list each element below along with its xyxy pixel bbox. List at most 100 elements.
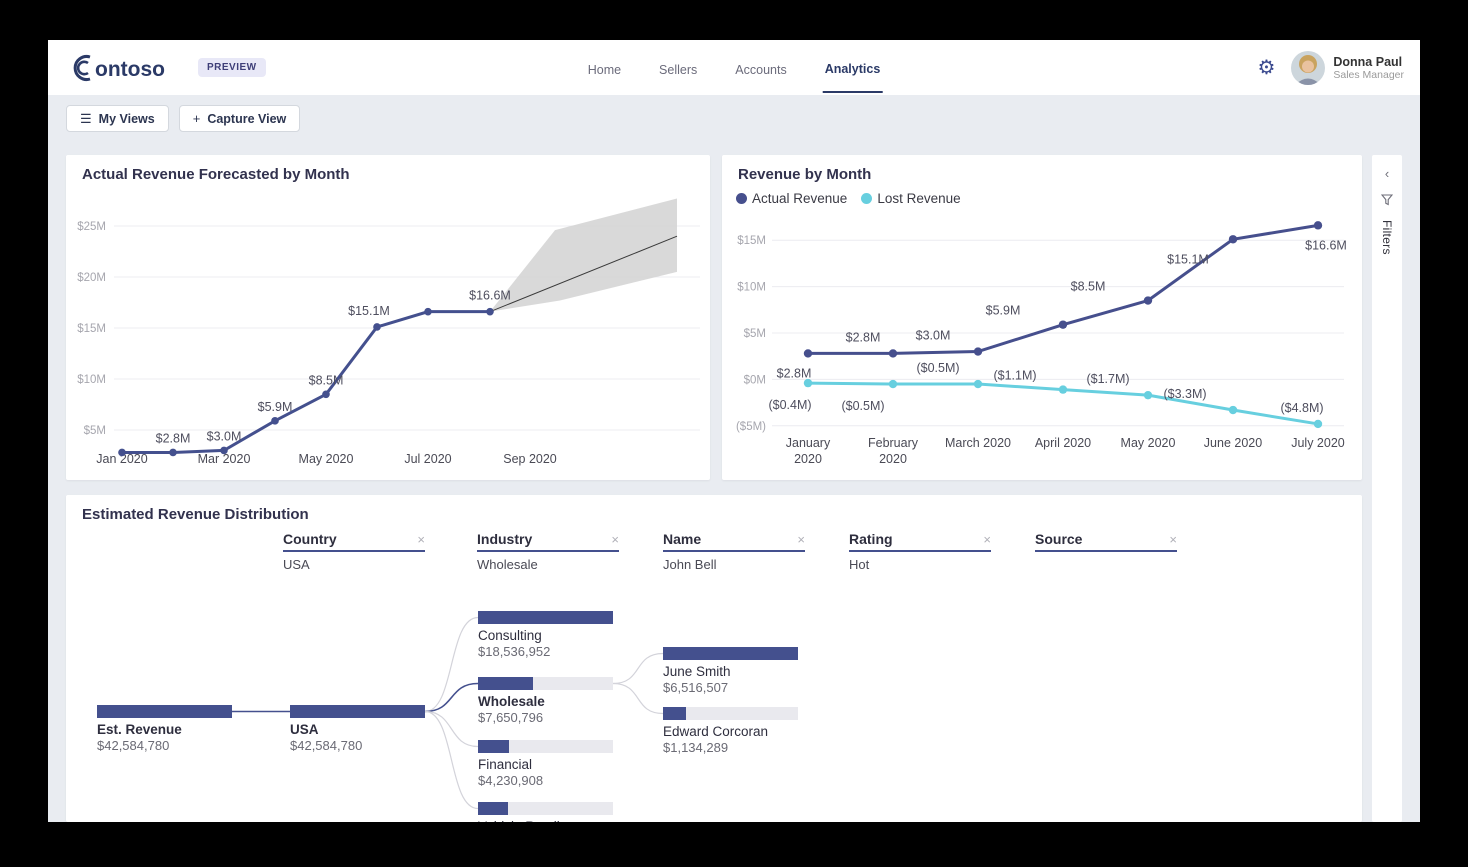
x-axis-tick: Mar 2020 [198, 452, 251, 466]
my-views-label: My Views [98, 111, 155, 126]
node-value: $18,536,952 [478, 644, 551, 659]
view-toolbar: ☰ My Views + Capture View [66, 105, 301, 132]
node-bar [478, 611, 613, 624]
revenue-line-chart[interactable]: ($5M) $0M $5M $10M $15M January 2020 February 20… [722, 215, 1362, 480]
user-role: Sales Manager [1333, 68, 1404, 81]
data-point [424, 307, 432, 316]
breadcrumb-value: John Bell [663, 557, 717, 572]
capture-view-button[interactable]: + Capture View [178, 105, 301, 132]
data-point [1313, 221, 1323, 230]
remove-level-icon[interactable]: × [1169, 531, 1177, 547]
y-axis-tick: $15M [77, 323, 106, 335]
y-axis-tick: $0M [744, 374, 766, 386]
tree-node-vehicle[interactable]: Vehicle Retail [478, 802, 614, 822]
tree-node-edward[interactable]: Edward Corcoran $1,134,289 [663, 707, 799, 755]
remove-level-icon[interactable]: × [611, 531, 619, 547]
node-label: Financial [478, 757, 533, 772]
nav-item-home[interactable]: Home [587, 62, 622, 77]
app-window: ontoso PREVIEW Home Sellers Accounts Analyt… [48, 40, 1420, 822]
data-label: $16.6M [1305, 238, 1347, 252]
data-point [1228, 235, 1238, 244]
revenue-by-month-card: Revenue by Month Actual Revenue Lost Reve… [722, 155, 1362, 480]
nav-item-accounts[interactable]: Accounts [735, 62, 787, 77]
node-label: June Smith [663, 664, 731, 679]
data-point [169, 448, 177, 457]
node-bar-fill [478, 740, 510, 753]
node-bar-fill [290, 705, 425, 718]
data-point [118, 448, 126, 457]
x-axis-tick: January 2020 [786, 436, 831, 466]
data-point [973, 379, 983, 389]
data-point [373, 323, 381, 331]
remove-level-icon[interactable]: × [417, 531, 425, 547]
tree-link-wholesale-june [612, 652, 664, 685]
data-point [1143, 296, 1153, 305]
tree-node-financial[interactable]: Financial $4,230,908 [478, 740, 614, 788]
tree-node-june[interactable]: June Smith $6,516,507 [663, 647, 799, 695]
nav-item-sellers[interactable]: Sellers [659, 62, 698, 77]
remove-level-icon[interactable]: × [983, 531, 991, 547]
y-axis-tick: $5M [744, 328, 766, 340]
tree-node-root[interactable]: Est. Revenue $42,584,780 [97, 705, 233, 753]
x-axis-tick: May 2020 [299, 452, 354, 466]
x-axis-tick-line: May 2020 [1121, 436, 1176, 450]
data-point [973, 347, 983, 356]
legend-item[interactable]: Lost Revenue [861, 191, 961, 206]
expand-filters-chevron-icon[interactable]: ‹ [1384, 166, 1390, 181]
tree-node-usa[interactable]: USA $42,584,780 [290, 705, 426, 753]
forecast-confidence-band [490, 198, 677, 312]
node-bar [663, 707, 798, 720]
x-axis-tick-line: June 2020 [1204, 436, 1262, 450]
data-label: ($3.3M) [1163, 387, 1206, 401]
tree-title: Estimated Revenue Distribution [82, 506, 309, 523]
x-axis-tick: Sep 2020 [503, 452, 557, 466]
data-point [803, 349, 813, 358]
my-views-button[interactable]: ☰ My Views [66, 105, 169, 132]
node-label: Consulting [478, 628, 542, 643]
node-value: $42,584,780 [290, 738, 363, 753]
x-axis-tick: June 2020 [1204, 436, 1262, 450]
legend-dot [736, 193, 747, 204]
remove-level-icon[interactable]: × [797, 531, 805, 547]
y-axis-tick: ($5M) [736, 421, 766, 433]
y-axis-tick: $20M [77, 272, 106, 284]
node-bar-fill [478, 611, 613, 624]
data-label: ($0.4M) [768, 398, 811, 412]
capture-view-label: Capture View [207, 111, 287, 126]
filters-panel-collapsed[interactable]: ‹ Filters [1372, 155, 1402, 822]
data-point [1143, 390, 1153, 400]
data-label: $8.5M [309, 373, 344, 387]
nav-item-analytics[interactable]: Analytics [822, 43, 883, 93]
forecast-chart-title: Actual Revenue Forecasted by Month [82, 166, 350, 183]
node-bar-fill [663, 707, 686, 720]
data-label: $15.1M [1167, 252, 1209, 266]
node-value: $7,650,796 [478, 710, 544, 725]
data-point [1058, 385, 1068, 394]
node-label: Vehicle Retail [478, 819, 614, 822]
node-bar-fill [478, 802, 508, 815]
actual-revenue-line [808, 223, 1319, 355]
legend-label: Actual Revenue [752, 191, 848, 206]
list-icon: ☰ [80, 110, 92, 126]
breadcrumb-field: Rating [849, 531, 893, 547]
avatar [1291, 50, 1326, 85]
data-point [1228, 405, 1238, 415]
tree-node-wholesale[interactable]: Wholesale $7,650,796 [478, 677, 614, 725]
x-axis-tick-line: April 2020 [1035, 436, 1091, 450]
node-label: Est. Revenue [97, 722, 182, 737]
x-axis-tick-line: July 2020 [1291, 436, 1345, 450]
user-menu[interactable]: Donna Paul Sales Manager [1291, 50, 1404, 85]
tree-node-consulting[interactable]: Consulting $18,536,952 [478, 611, 614, 659]
tree-link-usa-wholesale [424, 682, 479, 713]
forecast-line-chart[interactable]: $5M $10M $15M $20M $25M Jan 2020 Mar 2020 May 2… [66, 185, 710, 480]
x-axis-tick: Jul 2020 [404, 452, 451, 466]
data-label: ($1.7M) [1086, 372, 1129, 386]
node-bar-fill [97, 705, 232, 718]
x-axis-tick: July 2020 [1291, 436, 1345, 450]
breadcrumb-field: Industry [477, 531, 533, 547]
preview-badge: PREVIEW [198, 58, 266, 77]
x-axis-tick: February 2020 [868, 436, 919, 466]
settings-gear-icon[interactable]: ⚙ [1257, 56, 1276, 79]
data-point [220, 446, 228, 455]
legend-item[interactable]: Actual Revenue [736, 191, 847, 206]
